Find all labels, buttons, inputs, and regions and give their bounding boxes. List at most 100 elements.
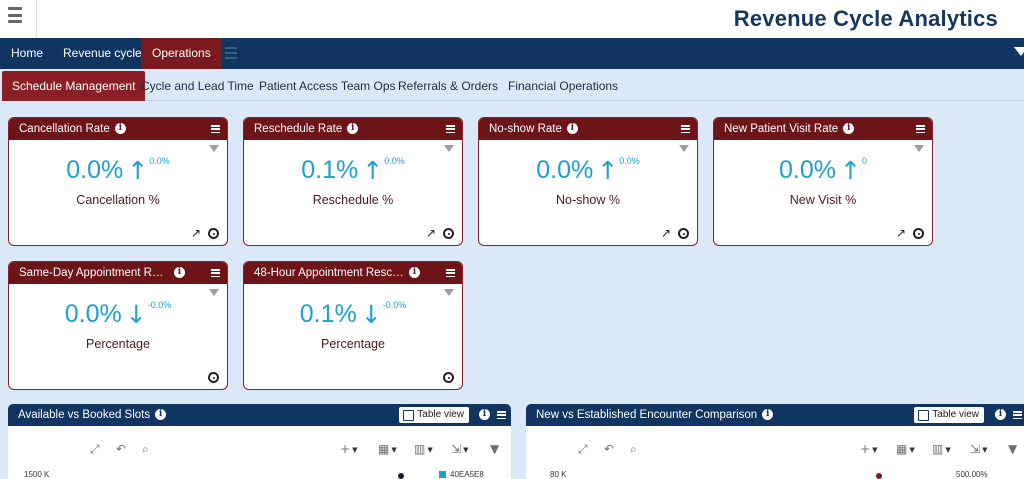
filter-icon[interactable]: [914, 145, 924, 152]
arrow-up-icon: ↑: [362, 156, 384, 185]
trend-up-icon[interactable]: ↗: [425, 226, 436, 240]
kpi-label: New Visit %: [789, 193, 857, 207]
add-measure-icon[interactable]: + ▼: [340, 442, 358, 456]
info-icon[interactable]: i: [174, 267, 185, 279]
nav-item-operations[interactable]: Operations: [141, 38, 222, 69]
card-menu-icon[interactable]: [446, 269, 455, 277]
panel-title: Available vs Booked Slots: [18, 409, 151, 421]
history-icon[interactable]: [913, 228, 924, 239]
kpi-card-no-show-rate: No-show Rate i 0.0% ↑0.0% No-show % ↗: [478, 117, 698, 246]
panel-available-vs-booked: Available vs Booked Slots i Table view i …: [8, 404, 511, 479]
kpi-delta: 0.0%: [619, 156, 640, 166]
filter-icon[interactable]: [209, 145, 219, 152]
card-menu-icon[interactable]: [681, 125, 690, 133]
kpi-value: 0.0%: [64, 300, 122, 328]
panel-header: New vs Established Encounter Comparison i…: [526, 404, 1024, 426]
y-axis-tick: 80 K: [550, 470, 567, 479]
kpi-value-row: 0.1% ↑0.0%: [244, 156, 462, 185]
hamburger-menu-icon[interactable]: [8, 7, 22, 23]
nav-more-icon[interactable]: [225, 47, 237, 59]
kpi-label: No-show %: [556, 193, 620, 207]
series-dot: [398, 473, 404, 479]
tab-schedule-management[interactable]: Schedule Management: [2, 71, 146, 101]
add-measure-icon[interactable]: + ▼: [860, 442, 878, 456]
kpi-delta: -0.0%: [147, 300, 172, 310]
info-icon[interactable]: i: [762, 409, 774, 421]
calendar-icon[interactable]: ▦ ▼: [378, 442, 397, 456]
nav-item-revenue-cycle[interactable]: Revenue cycle: [63, 46, 142, 60]
zoom-icon[interactable]: ⌕: [142, 442, 149, 456]
calendar-icon[interactable]: ▦ ▼: [896, 442, 915, 456]
kpi-value-row: 0.0% ↑0.0%: [9, 156, 227, 185]
kpi-label: Percentage: [321, 337, 385, 351]
card-menu-icon[interactable]: [446, 125, 455, 133]
tab-financial-operations[interactable]: Financial Operations: [508, 79, 619, 93]
filter-icon[interactable]: [444, 145, 454, 152]
info-icon[interactable]: i: [409, 267, 420, 279]
nav-item-home[interactable]: Home: [11, 46, 44, 60]
card-header: Reschedule Rate i: [244, 118, 462, 140]
filter-icon[interactable]: [444, 289, 454, 296]
tab-cycle-and-lead-time[interactable]: Cycle and Lead Time: [141, 79, 254, 93]
info-icon[interactable]: i: [114, 123, 126, 135]
app-title: Revenue Cycle Analytics: [733, 6, 998, 31]
arrow-down-icon: ↓: [360, 300, 382, 329]
filter-icon[interactable]: [679, 145, 689, 152]
table-view-button[interactable]: Table view: [399, 407, 469, 423]
legend-swatch: [439, 471, 446, 478]
history-icon[interactable]: [443, 372, 454, 383]
kpi-value-row: 0.1% ↓-0.0%: [244, 300, 462, 329]
panel-info-icon[interactable]: i: [995, 409, 1006, 420]
arrow-up-icon: ↑: [127, 156, 149, 185]
global-filter-icon[interactable]: [1014, 47, 1024, 56]
export-icon[interactable]: ⇲ ▼: [970, 442, 988, 456]
history-icon[interactable]: [208, 228, 219, 239]
card-title: 48-Hour Appointment Resche...: [254, 267, 404, 279]
panel-new-vs-established: New vs Established Encounter Comparison i…: [526, 404, 1024, 479]
card-header: Cancellation Rate i: [9, 118, 227, 140]
info-icon[interactable]: i: [155, 409, 167, 421]
undo-icon[interactable]: ↶: [604, 442, 615, 456]
bar-chart-icon[interactable]: ▥ ▼: [932, 442, 951, 456]
trend-up-icon[interactable]: ↗: [190, 226, 201, 240]
tab-patient-access-team-ops[interactable]: Patient Access Team Ops: [259, 79, 396, 93]
info-icon[interactable]: i: [566, 123, 578, 135]
info-icon[interactable]: i: [843, 123, 855, 135]
y-axis-tick-right: 500.00%: [956, 470, 988, 479]
kpi-card-48-hour-reschedule: 48-Hour Appointment Resche... i 0.1% ↓-0.0…: [243, 261, 463, 390]
tab-referrals-orders[interactable]: Referrals & Orders: [398, 79, 499, 93]
kpi-label: Cancellation %: [76, 193, 160, 207]
arrow-up-icon: ↑: [597, 156, 619, 185]
panel-menu-icon[interactable]: [497, 411, 506, 419]
panel-info-icon[interactable]: i: [479, 409, 490, 420]
card-header: No-show Rate i: [479, 118, 697, 140]
panel-menu-icon[interactable]: [1013, 411, 1022, 419]
sub-tabs: Schedule Management Cycle and Lead Time …: [0, 69, 1024, 101]
card-title: Cancellation Rate: [19, 123, 110, 135]
filter-icon[interactable]: ▼: [1008, 442, 1018, 456]
filter-icon[interactable]: [209, 289, 219, 296]
panel-header: Available vs Booked Slots i Table view i: [8, 404, 511, 426]
zoom-icon[interactable]: ⌕: [630, 442, 637, 456]
history-icon[interactable]: [678, 228, 689, 239]
expand-icon[interactable]: ⤢: [90, 442, 100, 456]
expand-icon[interactable]: ⤢: [578, 442, 588, 456]
kpi-value-row: 0.0% ↓-0.0%: [9, 300, 227, 329]
info-icon[interactable]: i: [347, 123, 359, 135]
undo-icon[interactable]: ↶: [116, 442, 127, 456]
export-icon[interactable]: ⇲ ▼: [451, 442, 469, 456]
history-icon[interactable]: [208, 372, 219, 383]
trend-up-icon[interactable]: ↗: [895, 226, 906, 240]
kpi-value: 0.0%: [536, 156, 594, 184]
card-menu-icon[interactable]: [211, 269, 220, 277]
filter-icon[interactable]: ▼: [490, 442, 500, 456]
bar-chart-icon[interactable]: ▥ ▼: [414, 442, 433, 456]
card-header: Same-Day Appointment Resch... i: [9, 262, 227, 284]
card-menu-icon[interactable]: [211, 125, 220, 133]
card-menu-icon[interactable]: [916, 125, 925, 133]
kpi-value: 0.0%: [779, 156, 836, 184]
trend-up-icon[interactable]: ↗: [660, 226, 671, 240]
history-icon[interactable]: [443, 228, 454, 239]
series-dot: [876, 473, 882, 479]
table-view-button[interactable]: Table view: [914, 407, 984, 423]
